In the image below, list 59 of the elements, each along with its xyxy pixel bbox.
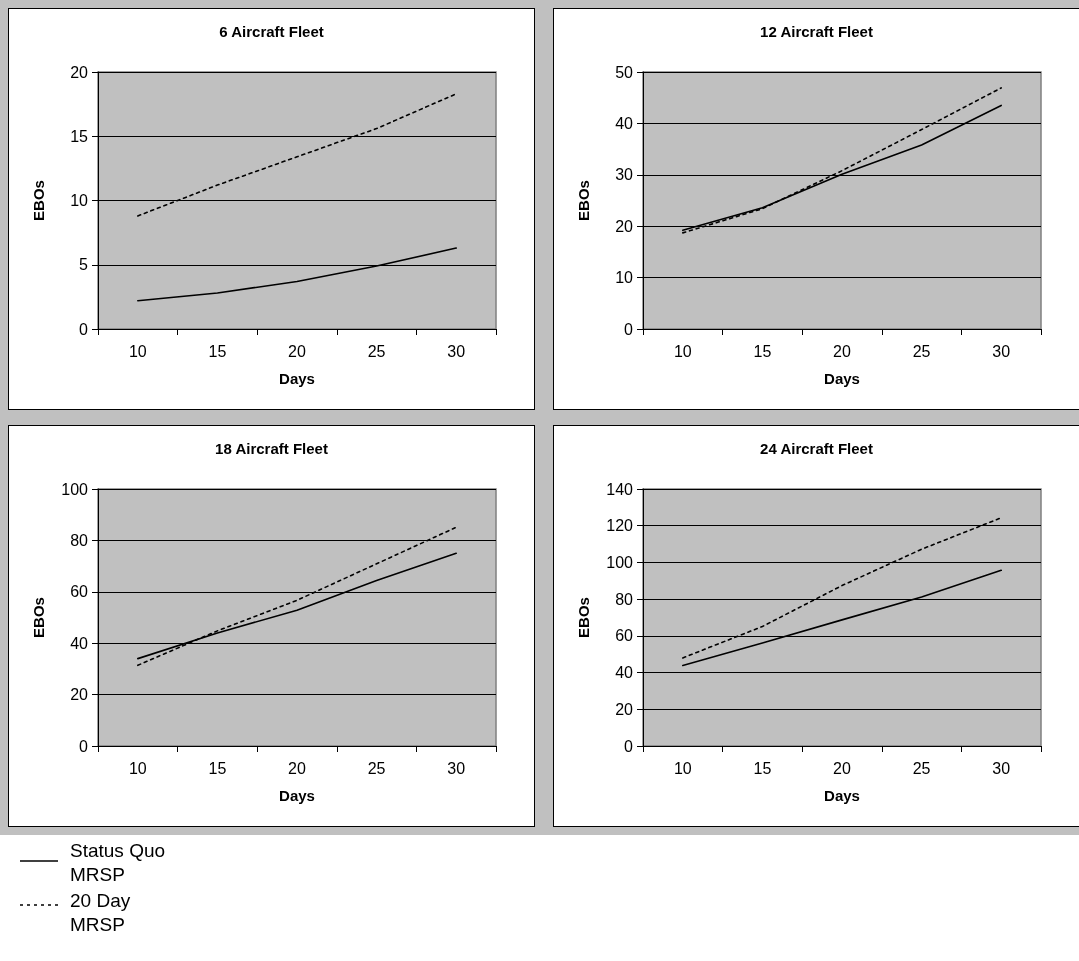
x-tick-label: 20 xyxy=(833,759,851,777)
y-tick-label: 20 xyxy=(615,217,634,235)
y-tick-label: 20 xyxy=(70,686,89,704)
y-tick-label: 0 xyxy=(624,320,634,338)
y-tick-label: 80 xyxy=(615,590,634,608)
x-tick-label: 10 xyxy=(128,342,147,360)
x-tick-label: 30 xyxy=(992,759,1011,777)
y-tick-label: 40 xyxy=(70,634,89,652)
x-tick-label: 15 xyxy=(208,342,227,360)
y-tick-label: 0 xyxy=(624,737,634,755)
y-tick-label: 15 xyxy=(70,127,89,145)
x-tick-label: 30 xyxy=(447,342,466,360)
y-tick-label: 100 xyxy=(606,553,634,571)
y-tick-label: 40 xyxy=(615,664,634,682)
y-tick-label: 30 xyxy=(615,166,634,184)
y-tick-label: 140 xyxy=(606,480,634,498)
y-tick-label: 80 xyxy=(70,531,89,549)
y-tick-label: 40 xyxy=(615,114,634,132)
y-axis-title: EBOs xyxy=(30,597,47,638)
y-tick-label: 10 xyxy=(615,269,634,287)
x-tick-label: 25 xyxy=(912,759,931,777)
x-tick-label: 10 xyxy=(673,759,692,777)
y-tick-label: 120 xyxy=(606,517,634,535)
x-tick-label: 25 xyxy=(367,342,386,360)
y-tick-label: 60 xyxy=(70,583,89,601)
y-axis-title: EBOs xyxy=(575,597,592,638)
chart-title: 6 Aircraft Fleet xyxy=(219,23,324,40)
chart-title: 18 Aircraft Fleet xyxy=(215,440,328,457)
x-tick-label: 10 xyxy=(128,759,147,777)
y-tick-label: 100 xyxy=(61,480,89,498)
x-tick-label: 30 xyxy=(447,759,466,777)
x-tick-label: 15 xyxy=(753,342,772,360)
x-axis-title: Days xyxy=(824,370,860,387)
y-tick-label: 5 xyxy=(79,256,89,274)
x-tick-label: 30 xyxy=(992,342,1011,360)
x-tick-label: 15 xyxy=(753,759,772,777)
y-tick-label: 10 xyxy=(70,192,89,209)
legend-label: 20 Day MRSP xyxy=(70,889,132,937)
x-axis-title: Days xyxy=(279,370,315,387)
x-axis-title: Days xyxy=(824,787,860,804)
chart-title: 24 Aircraft Fleet xyxy=(760,440,873,457)
x-tick-label: 15 xyxy=(208,759,227,777)
x-tick-label: 20 xyxy=(833,342,851,360)
chart-title: 12 Aircraft Fleet xyxy=(760,23,873,40)
x-tick-label: 25 xyxy=(367,759,386,777)
x-axis-title: Days xyxy=(279,787,315,804)
y-axis-title: EBOs xyxy=(575,180,592,221)
y-tick-label: 60 xyxy=(615,627,634,645)
x-tick-label: 20 xyxy=(288,759,306,777)
y-tick-label: 0 xyxy=(79,320,89,338)
y-tick-label: 20 xyxy=(615,700,634,718)
legend-label: Status Quo MRSP xyxy=(70,839,167,887)
x-tick-label: 10 xyxy=(673,342,692,360)
y-tick-label: 0 xyxy=(79,737,89,755)
x-tick-label: 25 xyxy=(912,342,931,360)
y-tick-label: 20 xyxy=(70,63,89,81)
y-tick-label: 50 xyxy=(615,63,634,81)
x-tick-label: 20 xyxy=(288,342,306,360)
y-axis-title: EBOs xyxy=(30,180,47,221)
